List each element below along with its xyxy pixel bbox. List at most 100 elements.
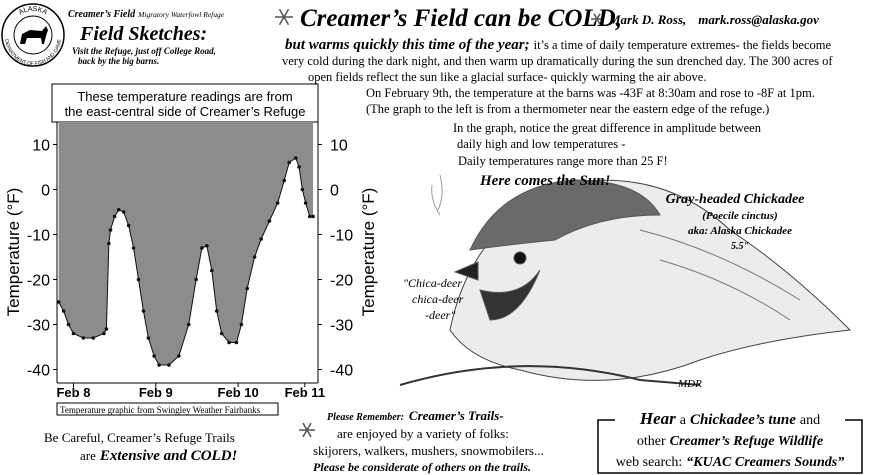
signature: MDR — [677, 378, 702, 390]
temperature-point — [116, 207, 121, 212]
breath — [431, 174, 443, 216]
note-line: (The graph to the left is from a thermom… — [366, 102, 769, 116]
temperature-point — [267, 219, 272, 223]
temperature-point — [252, 255, 257, 259]
temperature-point — [227, 340, 231, 345]
bird-beak — [453, 261, 479, 281]
note-line-run: On February 9th, the temperature at the … — [366, 86, 815, 100]
masthead-title: Field Sketches: — [79, 23, 207, 45]
intro-line: but warms quickly this time of the year;… — [285, 37, 832, 53]
song-text: -deer" — [425, 308, 456, 322]
temperature-point — [157, 363, 161, 367]
bird-sketch — [399, 174, 852, 386]
byline-run: Mark D. Ross, — [608, 12, 686, 27]
chart-title: the east-central side of Creamer’s Refug… — [65, 104, 306, 119]
temperature-point — [259, 237, 263, 241]
bird-aka: aka: Alaska Chickadee — [688, 225, 792, 237]
y-axis-label: Temperature (°F) — [4, 188, 23, 317]
note-line: In the graph, notice the great differenc… — [453, 121, 762, 135]
temperature-point — [293, 156, 298, 160]
temperature-point — [234, 340, 239, 345]
warning-line: Be Careful, Creamer’s Refuge Trails — [44, 430, 235, 445]
temperature-area — [58, 122, 314, 365]
trails-line: are enjoyed by a variety of folks: — [337, 426, 509, 441]
x-tick-label: Feb 10 — [218, 385, 259, 400]
temperature-point — [91, 336, 96, 340]
temperature-point — [186, 322, 191, 327]
temperature-point — [146, 336, 151, 340]
sound-box-gap — [615, 410, 845, 426]
snowflake-icon — [278, 8, 290, 26]
trails-line-run: are enjoyed by a variety of folks: — [337, 426, 509, 441]
temperature-point — [56, 300, 61, 304]
note-line-run: (The graph to the left is from a thermom… — [366, 102, 769, 116]
temperature-point — [104, 327, 109, 331]
logo-top-text: ALASKA — [18, 6, 49, 17]
y2-tick-label: -10 — [330, 228, 353, 245]
note-line-run: daily high and low temperatures - — [457, 137, 625, 151]
y2-tick-label: 10 — [330, 138, 348, 155]
snowflake-icon — [593, 13, 601, 25]
note-line: Daily temperatures range more than 25 F! — [458, 154, 668, 168]
sound-line-run: a — [680, 413, 687, 428]
bird-aka-run: aka: Alaska Chickadee — [688, 225, 792, 237]
masthead-name: Creamer’s Field Migratory Waterfowl Refug… — [68, 9, 225, 20]
note-line: On February 9th, the temperature at the … — [366, 86, 815, 100]
warning-emphasis: are Extensive and COLD! — [80, 448, 237, 464]
logo-top: ALASKA — [18, 6, 49, 17]
callout: Here comes the Sun! — [479, 173, 610, 189]
logo: ALASKA DEPARTMENT OF FISH AND GAME — [1, 3, 65, 67]
trails-title-run: Please Remember: — [327, 412, 404, 423]
temperature-point — [311, 214, 315, 219]
temperature-point — [297, 165, 301, 169]
trails-title: Please Remember: Creamer’s Trails- — [327, 408, 504, 423]
source-box — [56, 402, 279, 416]
bird-name-run: Gray-headed Chickadee — [666, 192, 805, 207]
bird-wing — [639, 229, 801, 321]
temperature-point — [303, 201, 308, 205]
intro-line: open fields reflect the sun like a glaci… — [308, 70, 706, 84]
y2-tick-label: -20 — [330, 273, 353, 290]
sound-box — [597, 419, 863, 474]
bird-species-run: (Poecile cinctus) — [702, 210, 777, 222]
headline: Creamer’s Field can be COLD, — [300, 5, 622, 32]
headline-run: Creamer’s Field can be COLD, — [300, 5, 622, 32]
x-tick-label: Feb 11 — [285, 385, 325, 400]
branch — [399, 365, 701, 386]
temperature-point — [136, 277, 141, 282]
song-text-run: "Chica-deer — [403, 276, 462, 290]
temperature-point — [121, 210, 126, 214]
note-line-run: In the graph, notice the great differenc… — [453, 121, 762, 135]
masthead-name-run: Migratory Waterfowl Refuge — [137, 10, 225, 19]
trails-title-run: Creamer’s Trails- — [409, 408, 504, 423]
signature-run: MDR — [677, 378, 702, 390]
chart-title-run: the east-central side of Creamer’s Refug… — [65, 104, 306, 119]
temperature-point — [275, 201, 280, 205]
temperature-point — [167, 363, 171, 367]
warning-emphasis-run: are — [80, 448, 96, 463]
sound-line-run: Creamer’s Refuge Wildlife — [670, 434, 823, 449]
intro-line: very cold during the dark night, and the… — [282, 54, 833, 68]
bird-species: (Poecile cinctus) — [702, 210, 777, 222]
directions: Visit the Refuge, just off College Road, — [72, 46, 216, 56]
y-tick-label: -40 — [27, 363, 50, 380]
bird-cap — [469, 179, 661, 251]
bird-size-run: 5.5" — [731, 241, 749, 252]
y2-tick-label: 0 — [330, 183, 339, 200]
trails-line: skijorers, walkers, mushers, snowmobiler… — [313, 443, 544, 458]
bird-size: 5.5" — [731, 241, 749, 252]
sound-line-run: Chickadee’s tune — [690, 412, 796, 428]
temperature-point — [219, 331, 224, 336]
chart-title: These temperature readings are from — [77, 89, 292, 104]
temperature-point — [102, 331, 106, 336]
x-tick-label: Feb 9 — [139, 385, 173, 400]
sound-line: web search: “KUAC Creamers Sounds” — [616, 455, 844, 470]
masthead-title-run: Field Sketches: — [79, 23, 207, 45]
sound-line-run: and — [800, 413, 820, 428]
snowflake-icon — [302, 422, 312, 438]
y2-tick-label: -30 — [330, 318, 353, 335]
chart-source: Temperature graphic from Swingley Weathe… — [60, 405, 261, 415]
sound-line: Hear a Chickadee’s tune and — [639, 409, 820, 428]
y-axis-label: Temperature (°F) — [359, 188, 378, 317]
